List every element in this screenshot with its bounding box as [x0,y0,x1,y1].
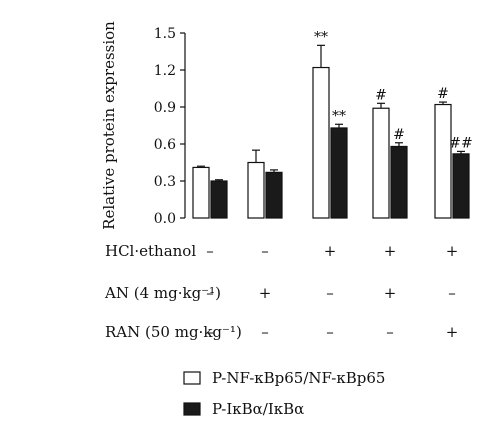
y-tick-label: 0.3 [154,174,176,190]
treatment-mark: – [326,284,334,302]
legend-swatch [183,402,201,416]
legend-label: P-IκBα/IκBα [212,400,304,418]
significance-label: ** [314,29,328,45]
y-tick-label: 0.6 [154,137,176,153]
bar-ikba-5 [452,153,470,219]
bar-nfkb-4 [372,107,390,219]
treatment-mark: + [384,242,397,260]
treatment-mark: – [206,284,214,302]
treatment-mark: – [386,323,394,341]
treatment-label: AN (4 mg·kg⁻¹) [104,284,221,302]
significance-label: # [375,87,387,103]
bar-ikba-2 [265,171,283,219]
treatment-mark: – [206,242,214,260]
treatment-mark: – [326,323,334,341]
y-tick-label: 1.5 [154,26,176,42]
y-tick-label: 0.9 [154,100,176,116]
significance-label: ## [449,135,472,151]
treatment-mark: + [324,242,337,260]
treatment-label: RAN (50 mg·kg⁻¹) [105,323,242,341]
y-tick-label: 1.2 [154,63,176,79]
treatment-mark: + [384,284,397,302]
treatment-mark: + [259,284,272,302]
significance-label: # [393,127,405,143]
treatment-mark: – [448,284,456,302]
bar-nfkb-3 [312,66,330,219]
significance-label: # [437,86,449,102]
treatment-mark: – [261,323,269,341]
legend-label: P-NF-κBp65/NF-κBp65 [212,369,385,387]
y-tick-label: 0.0 [154,211,176,227]
treatment-mark: – [261,242,269,260]
bar-ikba-3 [330,127,348,219]
bar-nfkb-2 [247,161,265,219]
legend-swatch [183,371,201,385]
bar-ikba-1 [210,180,228,219]
treatment-mark: – [206,323,214,341]
bar-nfkb-5 [434,103,452,219]
treatment-mark: + [446,323,459,341]
bar-ikba-4 [390,145,408,219]
treatment-label: HCl·ethanol [105,242,196,260]
bar-nfkb-1 [192,166,210,219]
y-axis-label: Relative protein expression [100,21,118,230]
significance-label: ** [332,108,346,124]
treatment-mark: + [446,242,459,260]
